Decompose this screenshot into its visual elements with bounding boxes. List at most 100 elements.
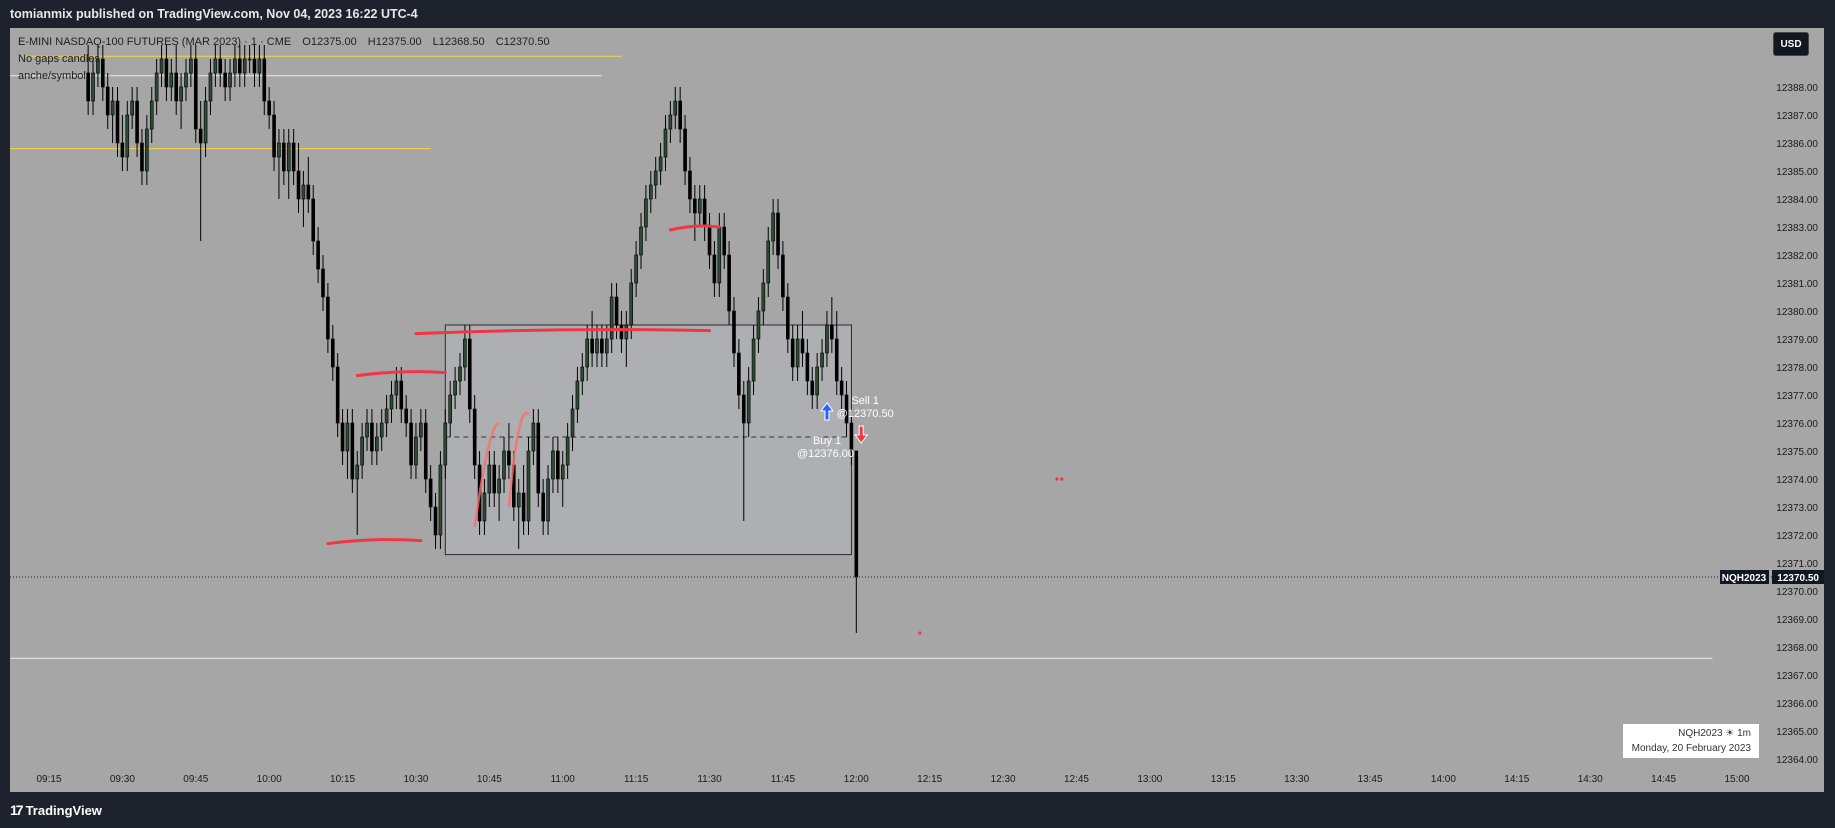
candle-body [384,408,389,424]
candle-body [257,58,262,74]
candle-body [629,282,634,326]
price-tick-label: 12368.00 [1776,643,1818,654]
legend-low: L12368.50 [432,36,485,48]
candle-body [330,338,335,368]
candle-body [839,380,844,396]
candle-body [149,100,154,130]
price-tick-label: 12367.00 [1776,671,1818,682]
candle-body [653,170,658,186]
candle-body [345,422,350,452]
candle-body [683,128,687,172]
pink-arc [507,411,530,508]
time-tick-label: 10:00 [257,774,282,785]
candle-body [649,184,653,200]
time-tick-label: 13:30 [1284,774,1309,785]
red-level-curve [668,224,721,232]
candle-body [492,464,497,494]
candle-body [267,100,271,116]
footer [0,792,1835,828]
candle-body [732,310,736,354]
candle-body [771,212,775,242]
candle-body [164,58,169,88]
candle-body [722,226,727,256]
candle-body [208,72,213,102]
candle-body [600,338,604,354]
frame-right [1824,28,1835,792]
time-tick-label: 13:00 [1137,774,1162,785]
candle-body [751,338,756,382]
candle-body [169,72,174,88]
candle-body [125,114,130,158]
legend-symbol[interactable]: E-MINI NASDAQ-100 FUTURES (MAR 2023) · 1… [18,36,292,48]
legend-indicator-no-gaps[interactable]: No gaps candles [18,53,100,65]
price-tick-label: 12375.00 [1776,447,1818,458]
candle-body [428,478,433,508]
candle-body [379,422,384,438]
candle-body [203,100,208,144]
candle-body [663,128,668,158]
candle-body [844,394,849,424]
candle-body [419,422,423,438]
tradingview-logo-text: TradingView [25,802,102,818]
candle-body [272,114,276,158]
candle-body [658,156,663,172]
candle-body [766,240,771,284]
candle-body [179,86,183,102]
candle-body [233,58,237,74]
candle-body [727,254,731,312]
legend-indicator-symbol[interactable]: anche/symbol [18,70,86,82]
tradingview-logo-icon: 17 [10,802,24,818]
currency-button[interactable]: USD [1773,32,1809,56]
candle-body [585,338,590,368]
legend-high: H12375.00 [367,36,422,48]
legend-close: C12370.50 [495,36,550,48]
candle-body [781,254,785,298]
red-dot [918,631,922,635]
price-tick-label: 12369.00 [1776,615,1818,626]
time-tick-label: 09:30 [110,774,135,785]
publisher-title: tomianmix published on TradingView.com, … [10,7,418,21]
candle-body [810,380,815,396]
last-price-label: 12370.50 [1777,573,1819,584]
candle-body [365,422,369,438]
candle-body [198,128,203,144]
red-level-curve [326,538,423,546]
red-dot [1055,477,1059,481]
time-tick-label: 12:15 [917,774,942,785]
candle-body [688,170,692,200]
price-tick-label: 12366.00 [1776,699,1818,710]
candle-body [238,58,242,74]
time-tick-label: 11:45 [771,774,796,785]
time-tick-label: 11:00 [551,774,576,785]
candle-body [834,338,839,382]
candle-body [536,422,541,494]
time-tick-label: 12:00 [844,774,869,785]
time-tick-label: 10:15 [330,774,355,785]
candle-body [702,198,707,228]
candle-body [110,100,115,116]
time-tick-label: 12:30 [991,774,1016,785]
candle-body [820,352,824,368]
candle-body [619,324,624,340]
candle-body [756,310,761,340]
candle-body [414,436,418,466]
tradingview-logo[interactable]: 17 TradingView [10,802,102,818]
candle-body [502,450,506,480]
price-tick-label: 12373.00 [1776,503,1818,514]
candle-body [213,58,218,74]
candle-body [507,450,511,466]
candle-body [737,352,741,396]
candle-body [693,198,697,214]
candle-body [86,72,90,102]
candle-body [311,198,316,242]
price-axis[interactable] [1774,28,1824,792]
chart-pane[interactable] [10,28,1774,792]
candle-body [546,478,550,522]
candle-body [761,282,766,312]
candle-body [644,198,648,228]
time-tick-label: 14:30 [1578,774,1603,785]
candle-body [375,436,379,452]
symbol-tag-label: NQH2023 [1722,573,1767,584]
candle-body [130,100,134,116]
